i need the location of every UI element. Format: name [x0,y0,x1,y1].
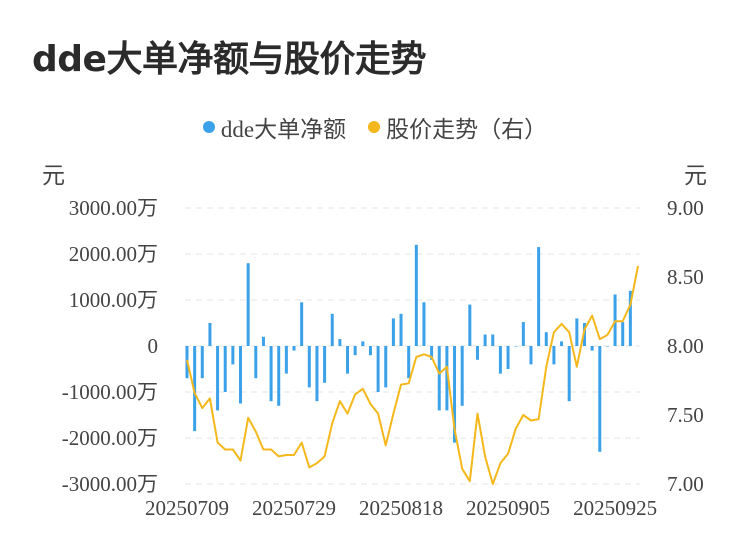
bar [544,332,548,346]
bar [414,244,418,346]
bar [307,346,311,388]
x-tick-label: 20250905 [466,496,550,520]
bar [338,339,342,346]
bar [239,346,243,404]
left-tick-label: 0 [148,334,159,358]
legend-item-dde[interactable]: dde大单净额 [202,110,347,144]
bar [284,346,288,374]
bar [605,346,609,347]
x-tick-label: 20250729 [252,496,336,520]
legend-item-price[interactable]: 股价走势（右） [368,110,547,144]
bar [430,346,434,360]
right-tick-label: 8.50 [667,265,704,289]
bar [323,346,327,383]
bar [346,346,350,374]
bar [216,346,220,411]
bar [453,346,457,443]
bar [208,323,212,346]
right-tick-label: 7.00 [667,472,704,496]
bar [368,346,372,356]
left-tick-label: -3000.00万 [62,472,158,496]
bar [628,290,632,346]
right-tick-label: 7.50 [667,403,704,427]
bar [223,346,227,392]
bar [582,323,586,346]
left-tick-label: 2000.00万 [69,242,158,266]
bar [300,302,304,346]
bar [361,341,365,346]
bar [407,346,411,379]
bar [277,346,281,406]
legend-label-dde: dde大单净额 [220,117,347,142]
bar [193,346,197,432]
bar [491,334,495,346]
legend: dde大单净额 股价走势（右） [0,110,750,144]
bar [483,334,487,346]
right-tick-label: 8.00 [667,334,704,358]
x-tick-label: 20250818 [359,496,443,520]
bar [269,346,273,402]
bar [399,313,403,346]
bar [231,346,235,365]
bar [391,318,395,346]
bar [292,346,296,351]
bar [475,346,479,360]
bar [537,247,541,346]
bar [254,346,258,379]
bar [621,322,625,346]
legend-dot-price-icon [368,121,381,133]
left-tick-label: 1000.00万 [69,288,158,312]
legend-label-price: 股价走势（右） [386,117,548,142]
bar [506,346,510,369]
bar [529,346,533,365]
bar [598,346,602,452]
bar [376,346,380,392]
bar [514,346,518,347]
bar [315,346,319,402]
bar [261,336,265,346]
right-tick-label: 9.00 [667,196,704,220]
bar [590,346,594,351]
left-axis-unit: 元 [42,163,65,188]
bar [200,346,204,379]
right-axis-unit: 元 [684,163,707,188]
bar [560,341,564,346]
x-tick-label: 20250925 [573,496,657,520]
price-line [186,265,639,485]
bar [445,346,449,411]
bar [498,346,502,374]
bar [353,346,357,356]
bar [552,346,556,365]
left-tick-label: 3000.00万 [69,196,158,220]
chart-title: dde大单净额与股价走势 [32,39,426,80]
bar [384,346,388,388]
bar [575,318,579,346]
left-tick-label: -1000.00万 [62,380,158,404]
bar [521,322,525,346]
bar [246,263,250,346]
bar [468,304,472,346]
left-tick-label: -2000.00万 [62,426,158,450]
bar [460,346,464,406]
bar [330,313,334,346]
legend-dot-dde-icon [202,121,215,133]
bar [437,346,441,411]
bar [422,302,426,346]
bar [567,346,571,402]
x-tick-label: 20250709 [145,496,229,520]
